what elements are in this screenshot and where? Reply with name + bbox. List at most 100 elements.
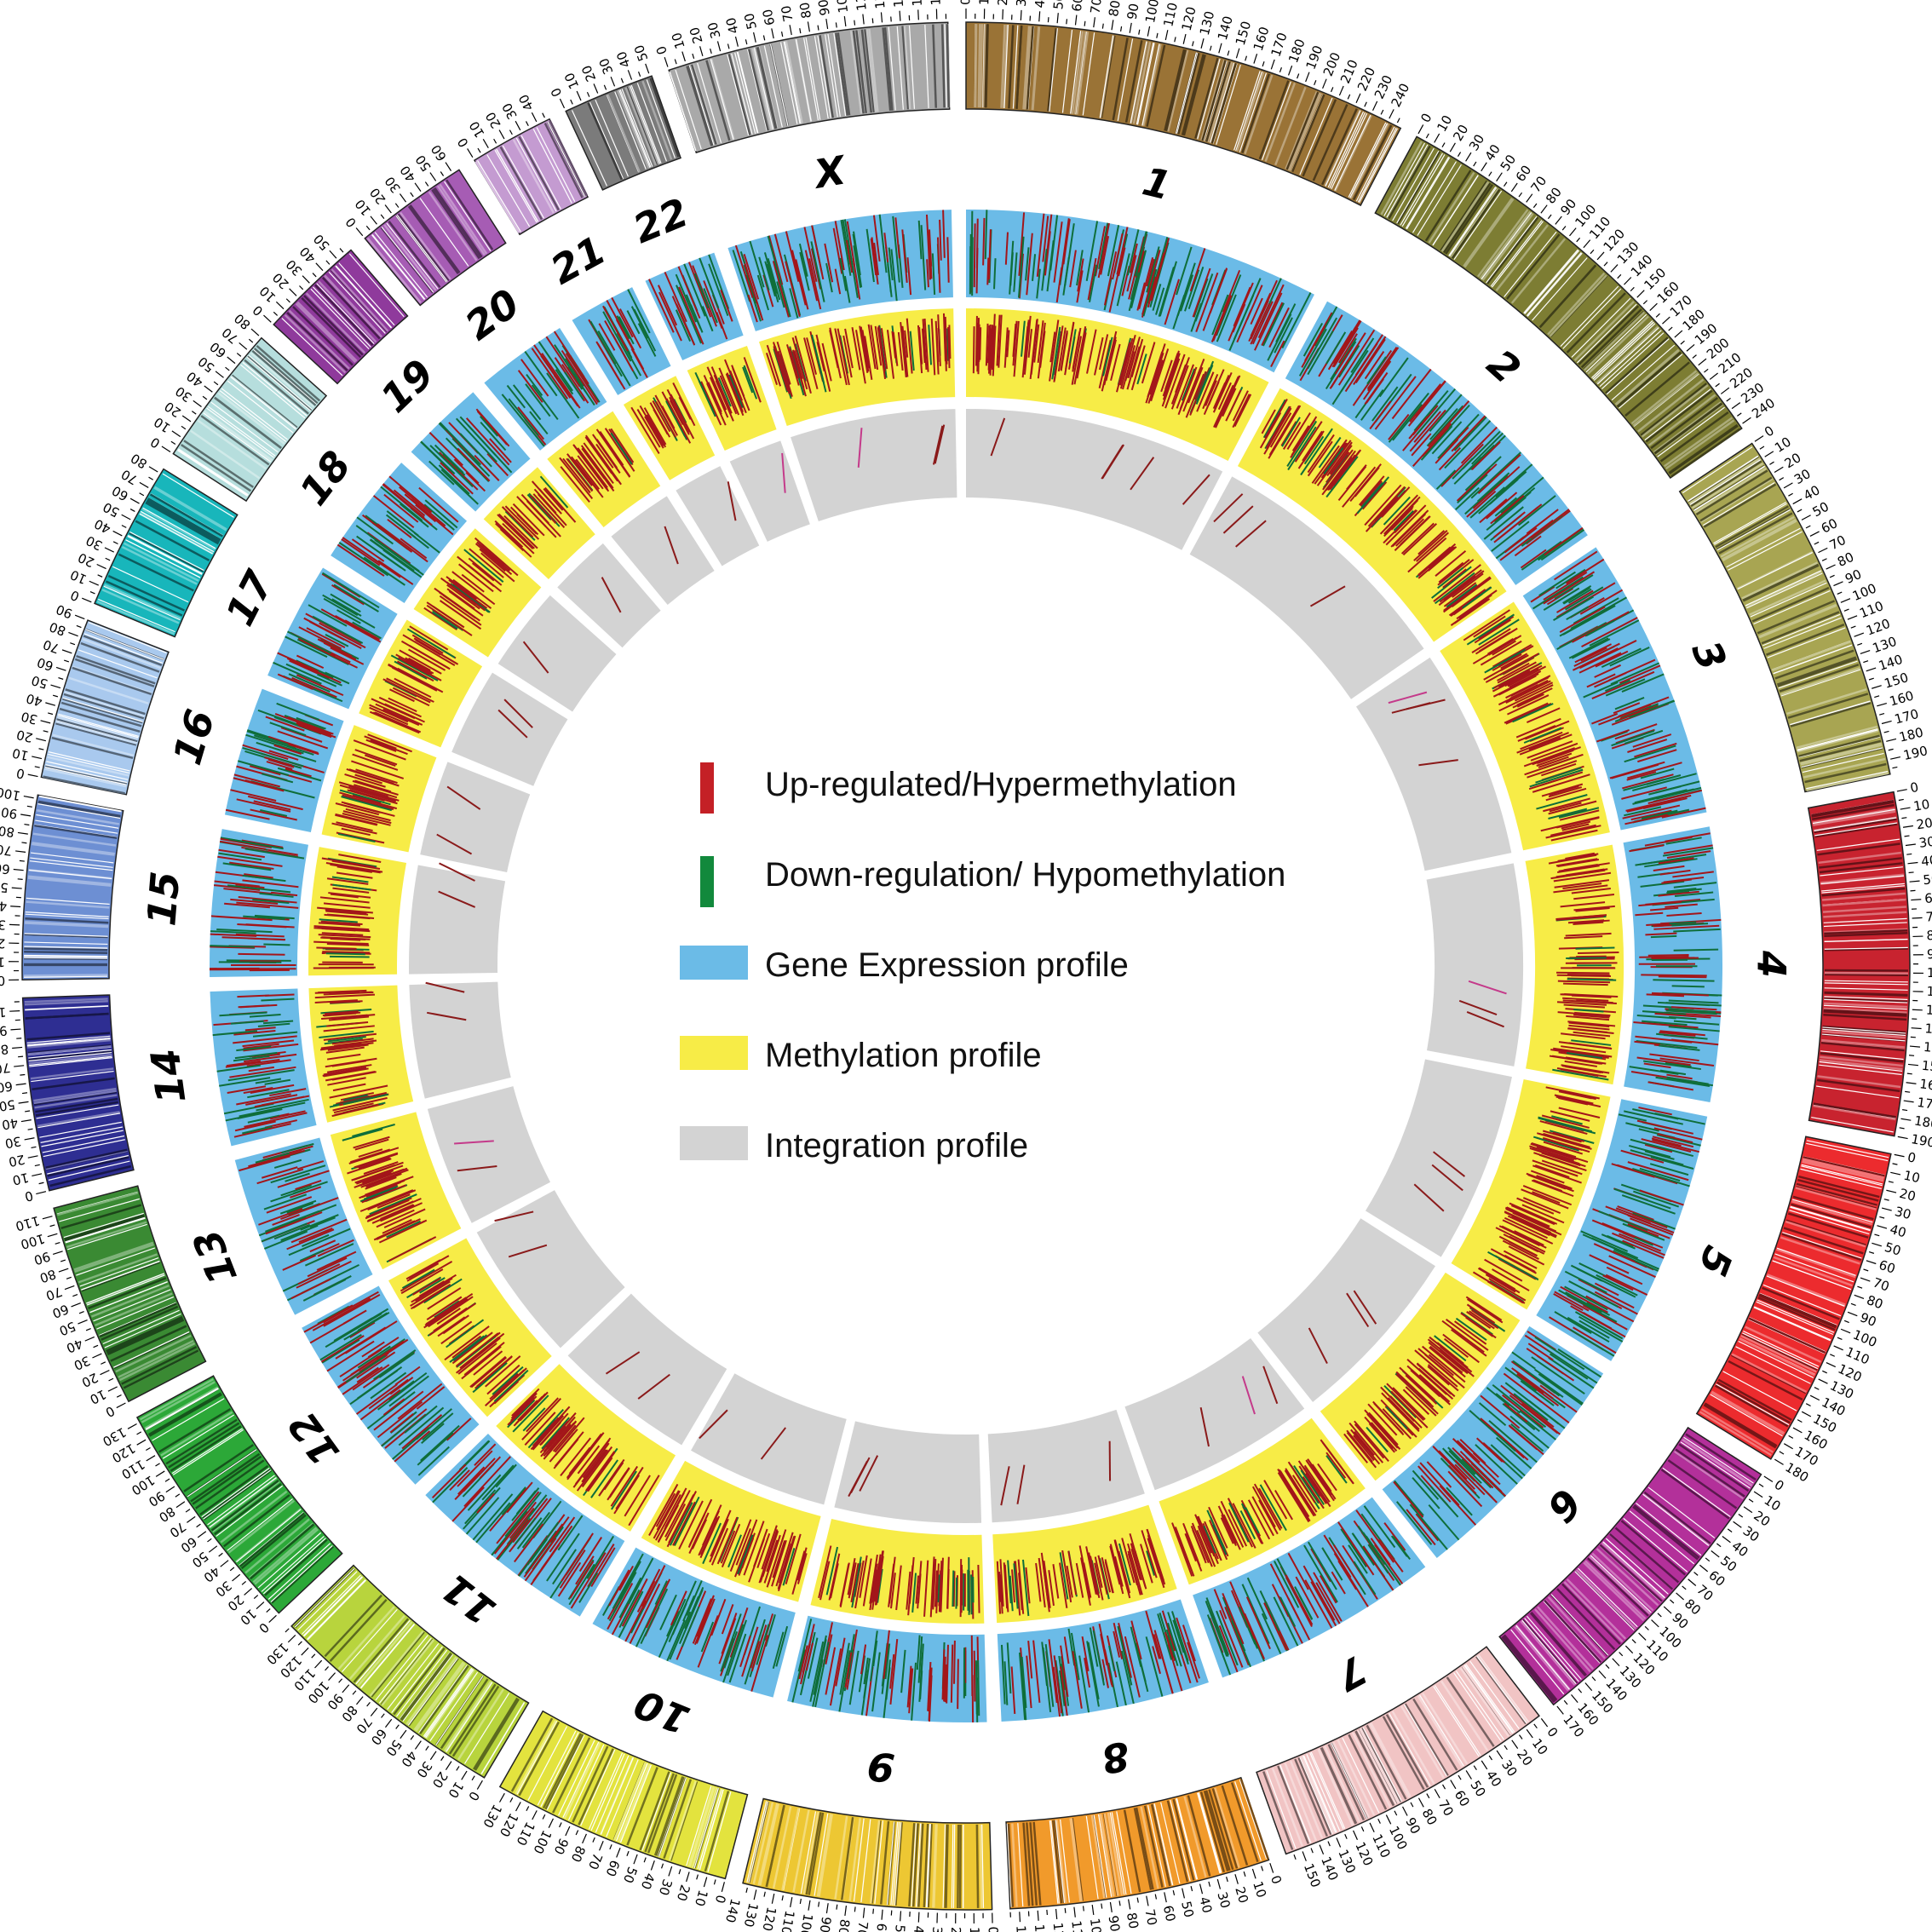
- ideogram-band: [281, 318, 343, 377]
- expression-down-mark: [865, 228, 875, 283]
- methylation-hyper-mark: [709, 1518, 729, 1563]
- expression-up-mark: [1332, 326, 1357, 365]
- expression-up-mark: [1219, 1609, 1244, 1668]
- methylation-hyper-mark: [1485, 653, 1539, 683]
- tick-mark: [250, 328, 260, 336]
- tick-mark: [1783, 482, 1793, 489]
- tick-label-chr3: 80: [1835, 549, 1856, 570]
- expression-down-mark: [1303, 1544, 1338, 1603]
- tick-mark: [620, 78, 624, 83]
- tick-mark: [1245, 55, 1248, 61]
- expression-down-mark: [270, 1164, 326, 1184]
- expression-up-mark: [834, 268, 842, 295]
- tick-mark: [425, 1745, 429, 1751]
- ideogram-band: [26, 1038, 111, 1047]
- methylation-hyper-mark: [1037, 320, 1044, 364]
- expression-up-mark: [1269, 1563, 1300, 1619]
- ideogram-band: [1624, 361, 1690, 417]
- expression-down-mark: [701, 306, 714, 332]
- tick-mark: [1305, 72, 1310, 83]
- ideogram-band: [630, 84, 662, 164]
- ideogram-band: [752, 1802, 774, 1884]
- methylation-hyper-mark: [952, 1571, 956, 1607]
- ideogram-band: [135, 520, 210, 562]
- expression-down-mark: [273, 1159, 302, 1169]
- expression-up-mark: [267, 735, 319, 754]
- expression-up-mark: [342, 1355, 381, 1382]
- tick-mark: [1591, 1676, 1596, 1682]
- expression-up-mark: [1622, 773, 1674, 790]
- ideogram-band: [1821, 1038, 1905, 1049]
- expression-down-mark: [234, 1051, 278, 1060]
- ideogram-band: [1780, 669, 1861, 697]
- methylation-hyper-mark: [1098, 334, 1109, 371]
- ideogram-band: [28, 1049, 112, 1059]
- expression-down-mark: [355, 525, 406, 562]
- tick-mark: [1909, 1045, 1921, 1048]
- ideogram-band: [1796, 1182, 1878, 1206]
- methylation-hyper-mark: [1141, 342, 1156, 384]
- tick-mark: [370, 216, 377, 225]
- methylation-hyper-mark: [828, 1553, 841, 1601]
- expression-up-mark: [479, 1456, 502, 1479]
- expression-up-mark: [1313, 1572, 1343, 1622]
- expression-down-mark: [1491, 520, 1530, 552]
- ideogram-band: [833, 32, 847, 117]
- expression-down-mark: [222, 862, 272, 871]
- tick-mark: [1682, 1585, 1687, 1590]
- expression-up-mark: [926, 259, 929, 288]
- expression-up-mark: [1579, 640, 1637, 670]
- methylation-hyper-mark: [854, 1560, 865, 1609]
- tick-mark: [1743, 1506, 1753, 1514]
- expression-down-mark: [1630, 1138, 1694, 1158]
- tick-label-chr14: 40: [1, 1115, 20, 1133]
- expression-up-mark: [1573, 647, 1619, 671]
- ideogram-band: [1647, 394, 1716, 446]
- expression-up-mark: [696, 1595, 715, 1637]
- expression-up-mark: [1438, 1450, 1468, 1481]
- expression-down-mark: [564, 371, 584, 400]
- methylation-hyper-mark: [1386, 1383, 1425, 1421]
- methylation-hyper-mark: [1427, 1366, 1450, 1386]
- ideogram-band: [1824, 938, 1908, 942]
- expression-up-mark: [1331, 320, 1362, 368]
- tick-label-chr14: 90: [0, 1023, 8, 1039]
- expression-down-mark: [756, 274, 770, 311]
- ideogram-band: [1714, 1384, 1789, 1428]
- methylation-hyper-mark: [1498, 670, 1531, 688]
- tick-mark: [394, 203, 400, 208]
- ideogram-band: [1440, 181, 1489, 252]
- tick-label-chr1: 40: [1032, 0, 1049, 9]
- tick-mark: [643, 1857, 647, 1863]
- ideogram-band: [62, 698, 143, 724]
- tick-label-chr10: 90: [550, 1836, 571, 1857]
- tick-mark: [467, 148, 474, 158]
- ideogram-band: [27, 875, 112, 886]
- tick-mark: [1449, 142, 1456, 152]
- methylation-hyper-mark: [721, 1523, 741, 1568]
- ideogram-band: [1401, 154, 1446, 227]
- ideogram-band: [433, 187, 483, 258]
- methylation-hyper-mark: [1504, 1254, 1536, 1273]
- methylation-hyper-mark: [1208, 1506, 1228, 1549]
- methylation-hyper-mark: [1539, 1176, 1573, 1190]
- methylation-hyper-mark: [986, 325, 991, 364]
- tick-mark: [1686, 344, 1695, 352]
- tick-label-chr4: 110: [1926, 984, 1932, 1000]
- tick-label-chr13: 90: [32, 1249, 53, 1268]
- methylation-hyper-mark: [566, 1432, 605, 1481]
- ideogram-band: [1657, 406, 1725, 457]
- tick-mark: [45, 702, 56, 706]
- expression-down-mark: [1366, 356, 1387, 385]
- methylation-hyper-mark: [1433, 564, 1481, 602]
- ideogram-band: [1757, 1297, 1836, 1331]
- expression-block-chr20: [484, 327, 607, 451]
- expression-up-mark: [1270, 340, 1285, 368]
- tick-label-chr15: 0: [0, 973, 5, 988]
- ideogram-band: [123, 1349, 199, 1389]
- ideogram-band: [1331, 1741, 1371, 1819]
- ideogram-band: [129, 531, 204, 572]
- ideogram-band: [1032, 1821, 1042, 1906]
- expression-up-mark: [244, 1112, 308, 1128]
- ideogram-band: [1819, 857, 1902, 869]
